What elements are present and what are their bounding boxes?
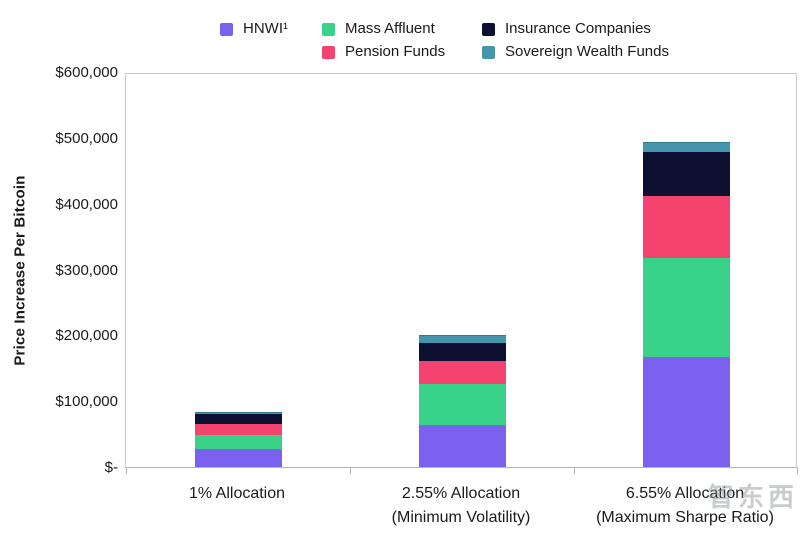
bar-segment-hnwi-cat1: [194, 449, 282, 467]
y-tick-label-2: $200,000: [55, 327, 118, 345]
legend-swatch-hnwi: [220, 22, 233, 36]
legend-item-sovereign-wealth-funds: Sovereign Wealth Funds: [482, 44, 669, 60]
legend-label: Mass Affluent: [345, 20, 435, 37]
bar-segment-insurance-companies-cat1: [194, 414, 282, 425]
legend-swatch-sovereign-wealth-funds: [482, 45, 495, 59]
watermark: 智东西: [707, 482, 798, 512]
bar-segment-insurance-companies-cat3: [642, 152, 730, 196]
x-category-label-line: (Minimum Volatility): [391, 509, 531, 526]
x-category-label-line: 2.55% Allocation: [401, 485, 521, 502]
legend-item-hnwi: HNWI¹: [220, 21, 288, 37]
bar-segment-mass-affluent-cat2: [418, 384, 506, 425]
bar-segment-hnwi-cat3: [642, 357, 730, 467]
legend-swatch-pension-funds: [322, 45, 335, 59]
bar-segment-pension-funds-cat3: [642, 195, 730, 258]
bar-segment-mass-affluent-cat1: [194, 434, 282, 450]
y-tick-label-4: $400,000: [55, 195, 118, 213]
legend-swatch-mass-affluent: [322, 22, 335, 36]
bar-segment-pension-funds-cat2: [418, 361, 506, 385]
y-tick-label-1: $100,000: [55, 393, 118, 411]
x-category-label-2: 2.55% Allocation (Minimum Volatility): [331, 482, 591, 530]
y-tick-label-6: $600,000: [55, 64, 118, 81]
bar-segment-sovereign-wealth-funds-cat1: [194, 411, 282, 415]
legend-item-insurance-companies: Insurance Companies: [482, 21, 651, 37]
legend-item-mass-affluent: Mass Affluent: [322, 21, 435, 37]
bar-segment-hnwi-cat2: [418, 424, 506, 467]
legend-label: Insurance Companies: [505, 20, 651, 37]
y-tick-label-3: $300,000: [55, 261, 118, 279]
plot-area: [125, 73, 798, 474]
x-category-label-3: 6.55% Allocation (Maximum Sharpe Ratio): [555, 482, 800, 530]
x-axis-tick-1: [350, 467, 351, 474]
legend-label: Pension Funds: [345, 43, 446, 60]
x-category-label-line: 6.55% Allocation: [625, 485, 745, 502]
bar-segment-insurance-companies-cat2: [418, 343, 506, 362]
legend-item-pension-funds: Pension Funds: [322, 44, 445, 60]
bar-segment-sovereign-wealth-funds-cat2: [418, 335, 506, 344]
x-category-label-line: (Maximum Sharpe Ratio): [596, 509, 774, 526]
y-tick-label-0: $-: [104, 459, 118, 476]
legend-swatch-insurance-companies: [482, 22, 495, 36]
legend-label: Sovereign Wealth Funds: [505, 43, 669, 60]
bar-segment-sovereign-wealth-funds-cat3: [642, 142, 730, 153]
x-axis-tick-2: [574, 467, 575, 474]
y-tick-label-5: $500,000: [55, 129, 118, 147]
x-category-label-line: 1% Allocation: [188, 485, 286, 502]
x-axis-tick-0: [126, 467, 127, 474]
x-category-label-1: 1% Allocation: [107, 482, 367, 506]
bar-segment-mass-affluent-cat3: [642, 257, 730, 358]
x-axis-tick-3: [797, 467, 798, 474]
legend-label: HNWI¹: [243, 20, 288, 37]
bar-segment-pension-funds-cat1: [194, 424, 282, 435]
